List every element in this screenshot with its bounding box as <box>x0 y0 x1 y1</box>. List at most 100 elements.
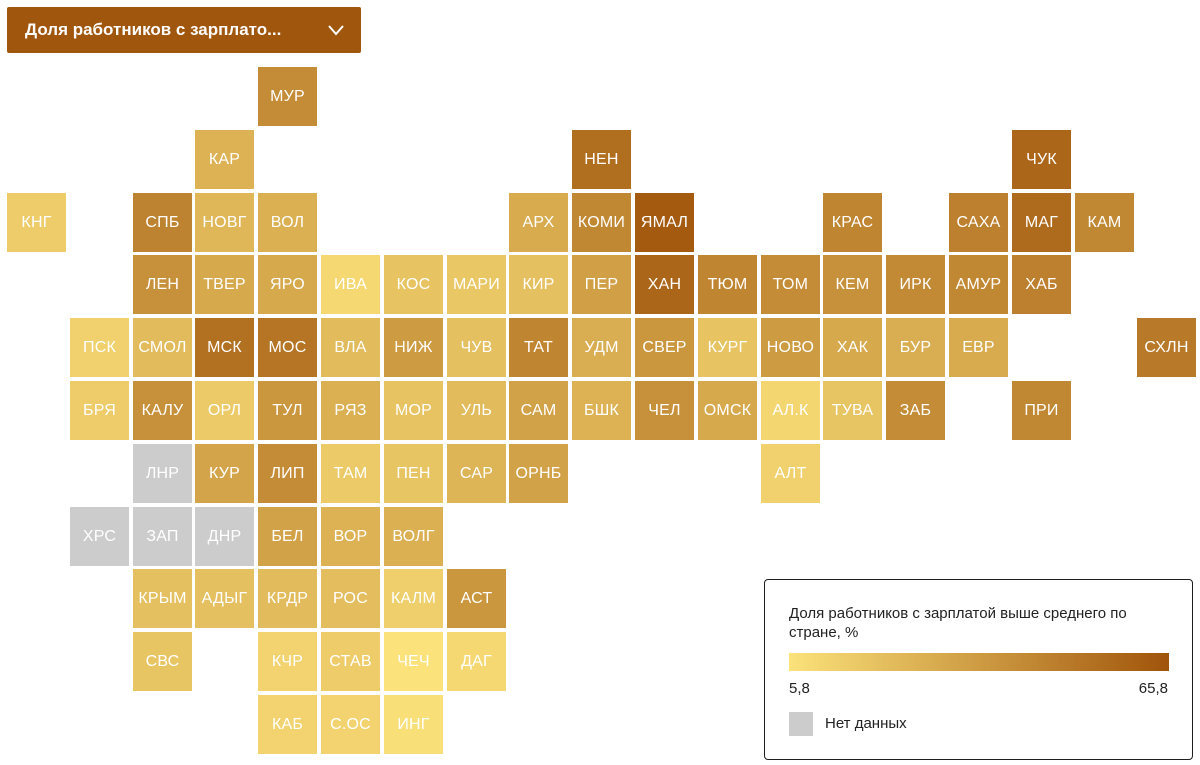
region-tile[interactable]: СПБ <box>133 193 192 252</box>
region-tile[interactable]: МОР <box>384 381 443 440</box>
region-tile[interactable]: КИР <box>509 255 568 314</box>
region-tile[interactable]: МАРИ <box>447 255 506 314</box>
region-tile[interactable]: АСТ <box>447 569 506 628</box>
region-tile[interactable]: ХАК <box>823 318 882 377</box>
legend-title: Доля работников с зарплатой выше среднег… <box>789 605 1127 641</box>
legend-min-label: 5,8 <box>789 680 810 697</box>
region-tile[interactable]: ОРЛ <box>195 381 254 440</box>
region-tile[interactable]: ОРНБ <box>509 444 568 503</box>
region-tile[interactable]: ВОР <box>321 507 380 566</box>
region-tile[interactable]: ЕВР <box>949 318 1008 377</box>
region-tile[interactable]: УЛЬ <box>447 381 506 440</box>
region-tile[interactable]: ВОЛГ <box>384 507 443 566</box>
region-tile[interactable]: ЗАБ <box>886 381 945 440</box>
region-tile[interactable]: УДМ <box>572 318 631 377</box>
region-tile[interactable]: ИРК <box>886 255 945 314</box>
region-tile[interactable]: КЕМ <box>823 255 882 314</box>
region-tile[interactable]: БУР <box>886 318 945 377</box>
region-tile[interactable]: НЕН <box>572 130 631 189</box>
region-tile[interactable]: ЛЕН <box>133 255 192 314</box>
region-tile[interactable]: СТАВ <box>321 632 380 691</box>
region-tile[interactable]: КРАС <box>823 193 882 252</box>
region-tile[interactable]: АМУР <box>949 255 1008 314</box>
region-tile[interactable]: МАГ <box>1012 193 1071 252</box>
region-tile[interactable]: ЛНР <box>133 444 192 503</box>
region-tile[interactable]: КАБ <box>258 695 317 754</box>
region-tile[interactable]: ТОМ <box>761 255 820 314</box>
region-tile[interactable]: ХАН <box>635 255 694 314</box>
region-tile[interactable]: ХАБ <box>1012 255 1071 314</box>
region-tile[interactable]: ТАТ <box>509 318 568 377</box>
region-tile[interactable]: СХЛН <box>1137 318 1196 377</box>
legend: Доля работников с зарплатой выше среднег… <box>764 579 1193 760</box>
legend-gradient-bar <box>789 653 1169 671</box>
region-tile[interactable]: КАЛМ <box>384 569 443 628</box>
region-tile[interactable]: КАМ <box>1075 193 1134 252</box>
region-tile[interactable]: СВС <box>133 632 192 691</box>
region-tile[interactable]: С.ОС <box>321 695 380 754</box>
region-tile[interactable]: КОС <box>384 255 443 314</box>
region-tile[interactable]: ТЮМ <box>698 255 757 314</box>
region-tile[interactable]: НИЖ <box>384 318 443 377</box>
region-tile[interactable]: ПЕР <box>572 255 631 314</box>
region-tile[interactable]: КРЫМ <box>133 569 192 628</box>
region-tile[interactable]: ДАГ <box>447 632 506 691</box>
region-tile[interactable]: КЧР <box>258 632 317 691</box>
legend-max-label: 65,8 <box>1138 680 1168 697</box>
region-tile[interactable]: САХА <box>949 193 1008 252</box>
region-tile[interactable]: КУР <box>195 444 254 503</box>
region-tile[interactable]: ИВА <box>321 255 380 314</box>
region-tile[interactable]: КАР <box>195 130 254 189</box>
region-tile[interactable]: ВОЛ <box>258 193 317 252</box>
region-tile[interactable]: БШК <box>572 381 631 440</box>
region-tile[interactable]: КОМИ <box>572 193 631 252</box>
indicator-dropdown-label: Доля работников с зарплато... <box>25 20 282 39</box>
region-tile[interactable]: ТАМ <box>321 444 380 503</box>
region-tile[interactable]: ЧУВ <box>447 318 506 377</box>
region-tile[interactable]: НОВО <box>761 318 820 377</box>
indicator-dropdown[interactable]: Доля работников с зарплато... <box>7 7 361 53</box>
region-tile[interactable]: АРХ <box>509 193 568 252</box>
chevron-down-icon <box>328 25 344 36</box>
region-tile[interactable]: ЛИП <box>258 444 317 503</box>
region-tile[interactable]: МСК <box>195 318 254 377</box>
region-tile[interactable]: ПЕН <box>384 444 443 503</box>
region-tile[interactable]: ТУЛ <box>258 381 317 440</box>
region-tile[interactable]: СВЕР <box>635 318 694 377</box>
region-tile[interactable]: ТВЕР <box>195 255 254 314</box>
region-tile[interactable]: ОМСК <box>698 381 757 440</box>
region-tile[interactable]: НОВГ <box>195 193 254 252</box>
region-tile[interactable]: ЧУК <box>1012 130 1071 189</box>
region-tile[interactable]: ЯРО <box>258 255 317 314</box>
region-tile[interactable]: АДЫГ <box>195 569 254 628</box>
region-tile[interactable]: ЗАП <box>133 507 192 566</box>
region-tile[interactable]: ПСК <box>70 318 129 377</box>
region-tile[interactable]: КАЛУ <box>133 381 192 440</box>
region-tile[interactable]: ВЛА <box>321 318 380 377</box>
region-tile[interactable]: ЧЕЧ <box>384 632 443 691</box>
region-tile[interactable]: ИНГ <box>384 695 443 754</box>
region-tile[interactable]: РЯЗ <box>321 381 380 440</box>
region-tile[interactable]: АЛТ <box>761 444 820 503</box>
region-tile[interactable]: АЛ.К <box>761 381 820 440</box>
region-tile[interactable]: ДНР <box>195 507 254 566</box>
no-data-swatch <box>789 712 813 736</box>
region-tile[interactable]: ЧЕЛ <box>635 381 694 440</box>
region-tile[interactable]: КУРГ <box>698 318 757 377</box>
no-data-label: Нет данных <box>825 715 907 732</box>
region-tile[interactable]: ТУВА <box>823 381 882 440</box>
region-tile[interactable]: РОС <box>321 569 380 628</box>
region-tile[interactable]: КРДР <box>258 569 317 628</box>
region-tile[interactable]: КНГ <box>7 193 66 252</box>
region-tile[interactable]: ПРИ <box>1012 381 1071 440</box>
region-tile[interactable]: САМ <box>509 381 568 440</box>
region-tile[interactable]: МОС <box>258 318 317 377</box>
region-tile[interactable]: БЕЛ <box>258 507 317 566</box>
region-tile[interactable]: МУР <box>258 67 317 126</box>
region-tile[interactable]: ЯМАЛ <box>635 193 694 252</box>
region-tile[interactable]: САР <box>447 444 506 503</box>
region-tile[interactable]: СМОЛ <box>133 318 192 377</box>
region-tile[interactable]: ХРС <box>70 507 129 566</box>
region-tile[interactable]: БРЯ <box>70 381 129 440</box>
